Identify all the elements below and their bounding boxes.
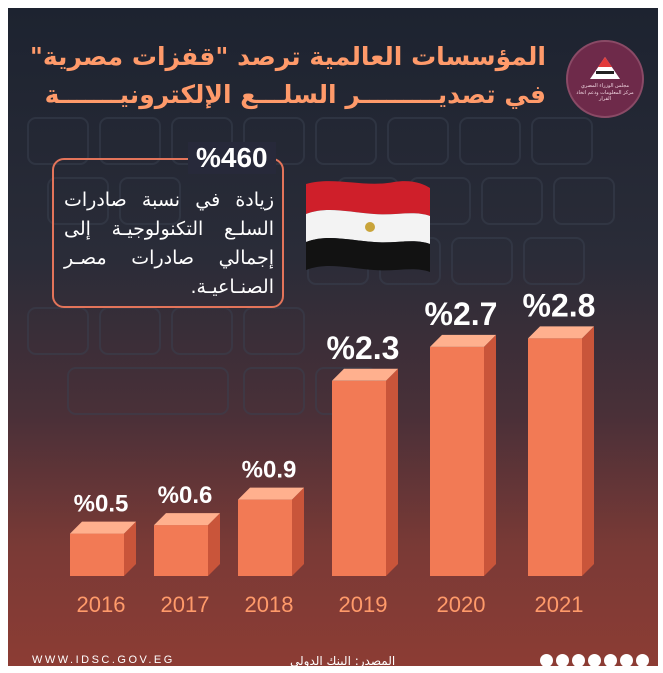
bar-top-2016 xyxy=(70,521,136,534)
egypt-flag-icon xyxy=(306,181,430,272)
bar-2019 xyxy=(332,380,386,576)
bar-2020 xyxy=(430,346,484,576)
year-label-2021: 2021 xyxy=(535,592,584,617)
bar-side-2019 xyxy=(386,368,398,576)
value-label-2018: %0.9 xyxy=(242,457,297,484)
value-label-2019: %2.3 xyxy=(327,330,400,366)
website-link[interactable]: WWW.IDSC.GOV.EG xyxy=(32,654,175,666)
value-label-2016: %0.5 xyxy=(74,491,129,518)
headline-line-1: المؤسسات العالمية ترصد "قفزات مصرية" xyxy=(29,42,546,71)
bar-top-2021 xyxy=(528,326,594,339)
bar-2021 xyxy=(528,338,582,576)
value-label-2021: %2.8 xyxy=(523,287,596,323)
idsc-logo: مجلس الوزراء المصري مركز المعلومات ودعم … xyxy=(566,40,644,118)
stat-callout-text: زيادة في نسبة صادرات السلـع التكنولوجيـة… xyxy=(64,189,274,298)
facebook-icon[interactable] xyxy=(540,654,553,666)
flickr-icon[interactable] xyxy=(620,654,633,666)
bar-2016 xyxy=(70,533,124,576)
infographic-card: مجلس الوزراء المصري مركز المعلومات ودعم … xyxy=(8,8,658,666)
bar-top-2020 xyxy=(430,334,496,347)
bar-side-2016 xyxy=(124,521,136,576)
twitter-icon[interactable] xyxy=(556,654,569,666)
value-label-2017: %0.6 xyxy=(158,482,213,509)
logo-text: مجلس الوزراء المصري مركز المعلومات ودعم … xyxy=(576,83,634,103)
linkedin-icon[interactable] xyxy=(588,654,601,666)
youtube-icon[interactable] xyxy=(604,654,617,666)
bar-2018 xyxy=(238,499,292,576)
telegram-icon[interactable] xyxy=(636,654,649,666)
value-label-2020: %2.7 xyxy=(425,296,498,332)
instagram-icon[interactable] xyxy=(572,654,585,666)
year-label-2018: 2018 xyxy=(245,592,294,617)
bar-side-2017 xyxy=(208,513,220,576)
social-icons xyxy=(540,654,649,666)
bar-side-2018 xyxy=(292,487,304,576)
bar-top-2017 xyxy=(154,513,220,526)
stat-callout-box xyxy=(52,158,284,308)
year-label-2017: 2017 xyxy=(161,592,210,617)
source-label: المصدر: البنك الدولي xyxy=(290,654,396,666)
year-label-2020: 2020 xyxy=(437,592,486,617)
pyramid-icon xyxy=(590,57,620,80)
bar-side-2021 xyxy=(582,326,594,576)
stat-callout-percent: %460 xyxy=(188,142,276,174)
headline-line-2: في تصديـــــــــر السلـــع الإلكترونيـــ… xyxy=(44,80,546,109)
year-label-2016: 2016 xyxy=(77,592,126,617)
bar-top-2018 xyxy=(238,487,304,500)
bar-2017 xyxy=(154,525,208,576)
bar-top-2019 xyxy=(332,368,398,381)
bar-side-2020 xyxy=(484,334,496,576)
year-label-2019: 2019 xyxy=(339,592,388,617)
bar-chart: %0.5 2016 %0.6 2017 %0.9 2018 %2.3 2019 %2.7 2020… xyxy=(70,287,596,617)
